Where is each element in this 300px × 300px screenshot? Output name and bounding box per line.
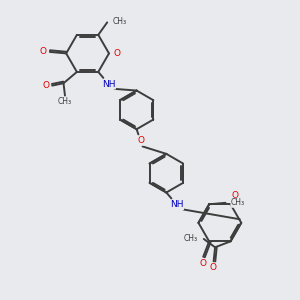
Text: O: O <box>114 49 121 58</box>
Text: CH₃: CH₃ <box>112 17 127 26</box>
Text: O: O <box>137 136 144 145</box>
Text: NH: NH <box>102 80 116 89</box>
Text: O: O <box>232 191 238 200</box>
Text: O: O <box>43 81 50 90</box>
Text: CH₃: CH₃ <box>183 234 197 243</box>
Text: CH₃: CH₃ <box>58 97 72 106</box>
Text: CH₃: CH₃ <box>231 198 245 207</box>
Text: O: O <box>199 259 206 268</box>
Text: O: O <box>209 263 217 272</box>
Text: NH: NH <box>170 200 184 209</box>
Text: O: O <box>40 47 47 56</box>
